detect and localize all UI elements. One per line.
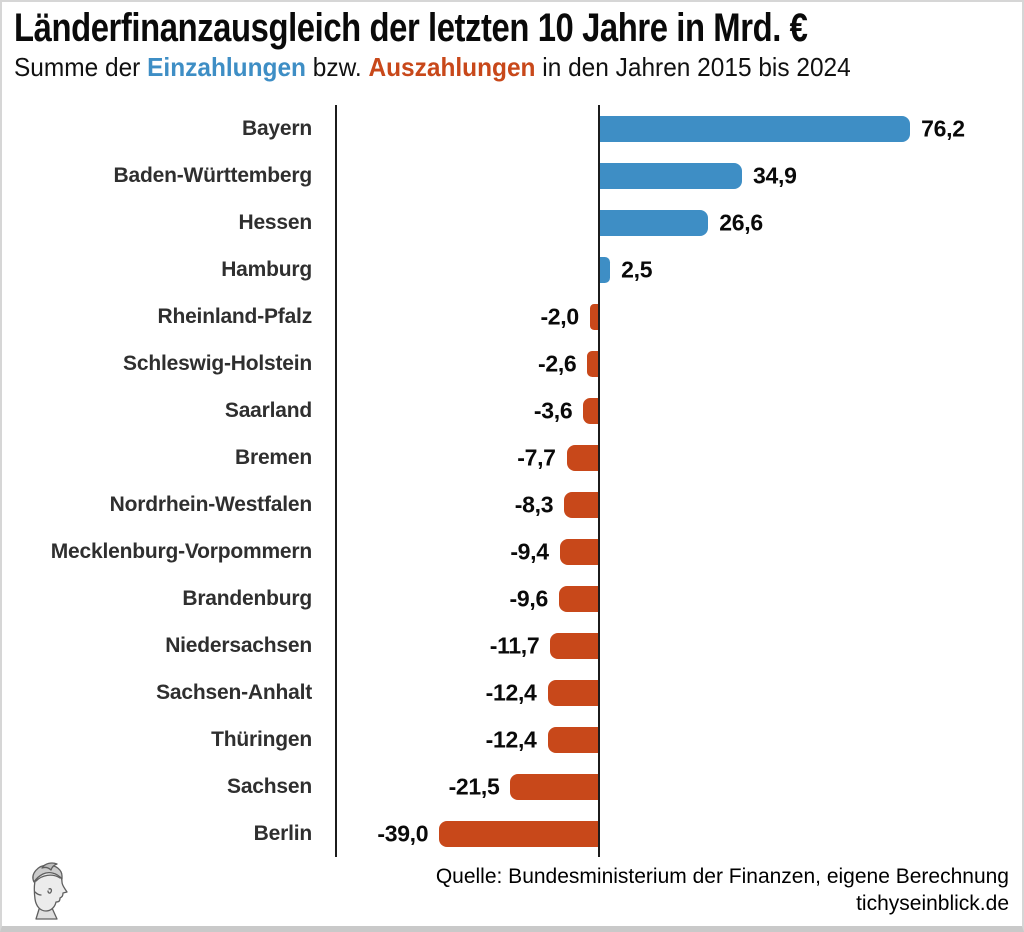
category-label: Bayern [241, 116, 312, 140]
outflow-bar [583, 397, 598, 424]
bar-row: Berlin -39,0 [2, 810, 1022, 857]
category-label: Saarland [224, 398, 312, 422]
tichys-einblick-logo [15, 862, 77, 920]
chart-subtitle: Summe der Einzahlungen bzw. Auszahlungen… [14, 51, 924, 83]
value-label: -39,0 [377, 820, 429, 846]
bar-chart: Bayern 76,2 Baden-Württemberg 34,9 Hessen 26,… [2, 105, 1022, 857]
value-label: 2,5 [621, 256, 653, 282]
bar-row: Thüringen -12,4 [2, 716, 1022, 763]
outflow-bar [439, 820, 598, 847]
bar-row: Bayern 76,2 [2, 105, 1022, 152]
chart-header: Länderfinanzausgleich der letzten 10 Jah… [14, 6, 982, 83]
category-label: Rheinland-Pfalz [157, 304, 312, 328]
value-label: 34,9 [753, 162, 797, 188]
value-label: -2,0 [540, 303, 579, 329]
inflow-bar [600, 162, 743, 189]
bar-row: Hessen 26,6 [2, 199, 1022, 246]
value-label: -8,3 [514, 491, 554, 517]
source-block: Quelle: Bundesministerium der Finanzen, … [436, 863, 1009, 918]
subtitle-prefix: Summe der [14, 51, 148, 82]
bar-row: Hamburg 2,5 [2, 246, 1022, 293]
value-label: -12,4 [485, 726, 537, 752]
category-label: Berlin [253, 821, 313, 845]
category-label: Bremen [235, 445, 312, 469]
bar-row: Nordrhein-Westfalen -8,3 [2, 481, 1022, 528]
value-label: -21,5 [448, 773, 500, 799]
source-line: Quelle: Bundesministerium der Finanzen, … [435, 864, 1009, 888]
category-label: Thüringen [211, 727, 312, 751]
category-label: Schleswig-Holstein [123, 351, 312, 375]
bar-row: Brandenburg -9,6 [2, 575, 1022, 622]
subtitle-middle: bzw. [305, 51, 369, 82]
value-label: -2,6 [537, 350, 577, 376]
category-label: Brandenburg [182, 586, 312, 610]
bar-row: Bremen -7,7 [2, 434, 1022, 481]
outflow-bar [510, 773, 598, 800]
outflow-bar [566, 444, 598, 471]
category-label: Niedersachsen [165, 633, 312, 657]
outflow-bar [587, 350, 598, 377]
value-label: 26,6 [719, 209, 763, 235]
category-label: Hessen [238, 210, 312, 234]
left-boundary-line [335, 105, 337, 857]
category-label: Mecklenburg-Vorpommern [50, 539, 312, 563]
chart-title: Länderfinanzausgleich der letzten 10 Jah… [14, 6, 808, 50]
outflow-bar [564, 491, 598, 518]
outflow-bar [547, 679, 598, 706]
bar-row: Mecklenburg-Vorpommern -9,4 [2, 528, 1022, 575]
value-label: -3,6 [533, 397, 573, 423]
outflow-bar [558, 585, 598, 612]
value-label: -12,4 [485, 679, 537, 705]
inflow-bar [600, 115, 911, 142]
bar-row: Rheinland-Pfalz -2,0 [2, 293, 1022, 340]
value-label: -11,7 [489, 632, 540, 658]
category-label: Sachsen-Anhalt [156, 680, 312, 704]
category-label: Hamburg [221, 257, 312, 281]
value-label: -7,7 [517, 444, 556, 470]
value-label: 76,2 [921, 115, 965, 141]
category-label: Nordrhein-Westfalen [109, 492, 313, 516]
value-label: -9,6 [509, 585, 549, 611]
inflow-legend-term: Einzahlungen [147, 51, 306, 82]
bar-row: Baden-Württemberg 34,9 [2, 152, 1022, 199]
mercury-head-icon [32, 862, 68, 920]
bar-row: Sachsen -21,5 [2, 763, 1022, 810]
bar-row: Niedersachsen -11,7 [2, 622, 1022, 669]
outflow-bar [547, 726, 598, 753]
outflow-bar [589, 303, 598, 330]
website-line: tichyseinblick.de [856, 892, 1009, 916]
inflow-bar [600, 256, 611, 283]
value-label: -9,4 [510, 538, 549, 564]
outflow-bar [559, 538, 598, 565]
outflow-bar [550, 632, 598, 659]
bar-row: Saarland -3,6 [2, 387, 1022, 434]
zero-axis-line [598, 105, 600, 857]
bar-row: Schleswig-Holstein -2,6 [2, 340, 1022, 387]
category-label: Sachsen [227, 774, 312, 798]
inflow-bar [600, 209, 709, 236]
subtitle-suffix: in den Jahren 2015 bis 2024 [535, 51, 851, 82]
bar-row: Sachsen-Anhalt -12,4 [2, 669, 1022, 716]
category-label: Baden-Württemberg [113, 163, 313, 187]
outflow-legend-term: Auszahlungen [368, 51, 536, 82]
